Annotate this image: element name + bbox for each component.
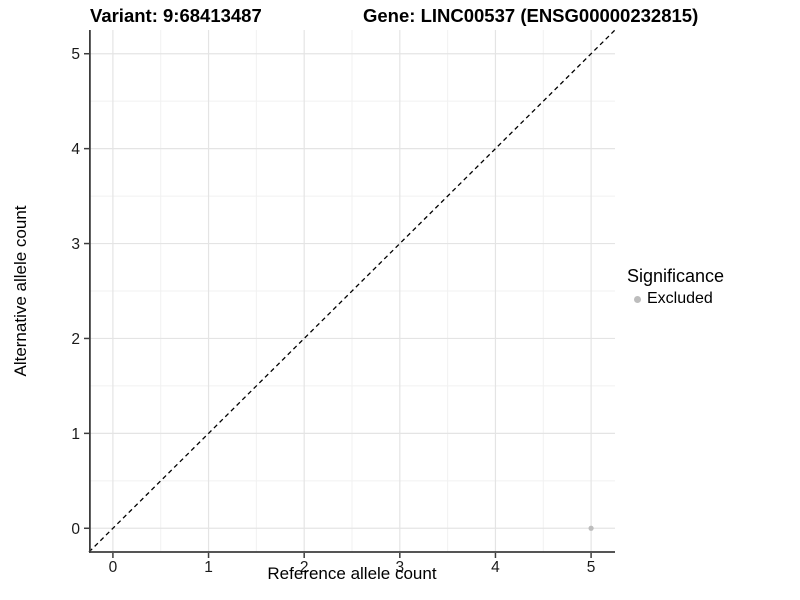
x-tick-label: 5 <box>587 559 596 576</box>
excluded-point-icon <box>634 295 641 303</box>
data-point <box>588 525 594 531</box>
x-tick-label: 3 <box>396 559 405 576</box>
y-axis-title: Alternative allele count <box>11 205 30 377</box>
y-tick-label: 1 <box>71 426 80 443</box>
axis-tick-marks <box>84 52 592 558</box>
axis-lines <box>89 30 615 553</box>
plot-title-variant: Variant: 9:68413487 <box>90 5 262 26</box>
legend-title: Significance <box>627 266 725 286</box>
x-tick-label: 0 <box>109 559 118 576</box>
y-tick-label: 3 <box>71 236 80 253</box>
legend: Significance Excluded <box>627 266 724 308</box>
legend-item-excluded: Excluded <box>627 290 724 308</box>
data-points <box>588 525 594 531</box>
legend-item-label: Excluded <box>647 290 713 307</box>
x-tick-label: 4 <box>491 559 500 576</box>
y-tick-label: 0 <box>71 521 80 538</box>
y-tick-label: 5 <box>71 46 80 63</box>
plot-title-gene: Gene: LINC00537 (ENSG00000232815) <box>363 5 699 26</box>
identity-dashed-line <box>88 29 616 553</box>
minor-gridlines <box>89 30 615 552</box>
y-tick-label: 2 <box>71 331 80 348</box>
major-gridlines <box>89 30 615 552</box>
axis-tick-labels: 0 1 2 3 4 5 0 1 2 3 4 5 <box>71 46 595 576</box>
identity-line <box>88 29 616 553</box>
y-tick-label: 4 <box>71 141 80 158</box>
x-tick-label: 1 <box>204 559 213 576</box>
x-axis-title: Reference allele count <box>267 564 437 583</box>
x-tick-label: 2 <box>300 559 309 576</box>
